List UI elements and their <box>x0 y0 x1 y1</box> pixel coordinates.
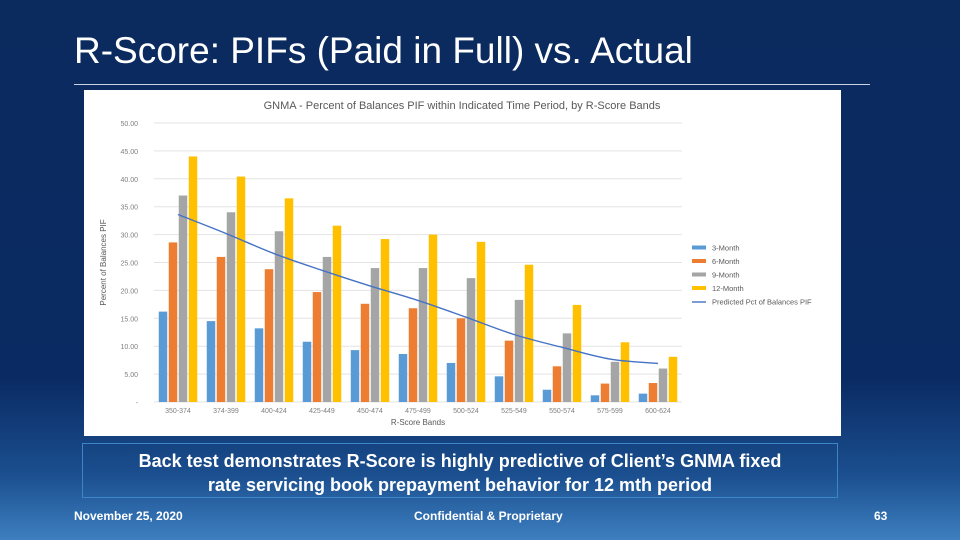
x-tick-label: 400-424 <box>261 408 287 415</box>
bar-12-month-350-374 <box>188 156 198 402</box>
bar-12-month-525-549 <box>524 264 534 402</box>
bar-6-month-525-549 <box>504 340 514 402</box>
bar-9-month-374-399 <box>226 212 236 402</box>
page-number: 63 <box>874 509 888 523</box>
x-tick-label: 600-624 <box>645 408 671 415</box>
x-tick-label: 374-399 <box>213 408 239 415</box>
bar-9-month-350-374 <box>178 195 188 402</box>
legend-swatch-3-month <box>692 245 706 250</box>
bar-6-month-450-474 <box>360 303 370 402</box>
bar-3-month-550-574 <box>542 389 552 402</box>
y-tick-label: 10.00 <box>120 344 138 351</box>
bar-9-month-450-474 <box>370 268 380 402</box>
y-tick-label: 50.00 <box>120 121 138 128</box>
bar-9-month-600-624 <box>658 368 668 402</box>
bar-3-month-374-399 <box>206 321 216 402</box>
bar-6-month-400-424 <box>264 269 274 402</box>
bar-12-month-425-449 <box>332 225 342 402</box>
caption-box: Back test demonstrates R-Score is highly… <box>82 443 838 498</box>
x-axis-label: R-Score Bands <box>391 418 445 427</box>
x-tick-label: 500-524 <box>453 408 479 415</box>
bar-3-month-425-449 <box>302 341 312 402</box>
predicted-pct-line <box>177 213 659 365</box>
y-tick-label: - <box>136 400 139 407</box>
slide-title: R-Score: PIFs (Paid in Full) vs. Actual <box>74 30 693 71</box>
x-tick-label: 575-599 <box>597 408 623 415</box>
bar-6-month-550-574 <box>552 366 562 402</box>
bar-6-month-350-374 <box>168 242 178 402</box>
bar-6-month-500-524 <box>456 318 466 402</box>
bar-9-month-550-574 <box>562 333 572 402</box>
legend-label-9-month: 9-Month <box>712 271 740 280</box>
bar-3-month-500-524 <box>446 362 456 402</box>
bar-3-month-350-374 <box>158 311 168 402</box>
bar-9-month-575-599 <box>610 361 620 402</box>
chart-bars <box>158 156 678 402</box>
bar-12-month-400-424 <box>284 198 294 402</box>
legend-swatch-9-month <box>692 272 706 277</box>
bar-3-month-450-474 <box>350 350 360 402</box>
x-tick-label: 475-499 <box>405 408 431 415</box>
legend-label-6-month: 6-Month <box>712 257 740 266</box>
legend-swatch-6-month <box>692 259 706 263</box>
bar-9-month-500-524 <box>466 278 476 402</box>
x-axis-ticks: 350-374 374-399 400-424 425-449 450-474 475-4… <box>165 408 671 415</box>
bar-9-month-475-499 <box>418 268 428 402</box>
bar-3-month-400-424 <box>254 328 264 402</box>
x-tick-label: 425-449 <box>309 408 335 415</box>
x-tick-label: 350-374 <box>165 408 191 415</box>
legend-swatch-12-month <box>692 286 706 290</box>
y-axis-ticks: - 5.00 10.00 15.00 20.00 25.00 30.00 35.00 40.00… <box>120 121 138 407</box>
y-tick-label: 25.00 <box>120 261 138 268</box>
bar-6-month-575-599 <box>600 383 610 402</box>
y-tick-label: 35.00 <box>120 205 138 212</box>
bar-9-month-525-549 <box>514 299 524 402</box>
bar-12-month-475-499 <box>428 234 438 402</box>
bar-3-month-475-499 <box>398 354 408 402</box>
legend-label-predicted: Predicted Pct of Balances PIF <box>712 298 812 307</box>
footer-date: November 25, 2020 <box>74 509 183 523</box>
x-tick-label: 525-549 <box>501 408 527 415</box>
bar-12-month-550-574 <box>572 304 582 402</box>
y-tick-label: 15.00 <box>120 316 138 323</box>
bar-9-month-400-424 <box>274 231 284 402</box>
pif-bar-chart: GNMA - Percent of Balances PIF within In… <box>99 100 812 427</box>
bar-3-month-525-549 <box>494 376 504 402</box>
chart-title: GNMA - Percent of Balances PIF within In… <box>264 100 661 112</box>
chart-panel: GNMA - Percent of Balances PIF within In… <box>84 90 841 436</box>
legend-label-12-month: 12-Month <box>712 284 744 293</box>
bar-6-month-425-449 <box>312 292 322 402</box>
y-tick-label: 40.00 <box>120 177 138 184</box>
bar-3-month-575-599 <box>590 395 600 402</box>
footer-confidential: Confidential & Proprietary <box>414 509 563 523</box>
bar-12-month-500-524 <box>476 241 486 402</box>
bar-3-month-600-624 <box>638 393 648 402</box>
x-tick-label: 450-474 <box>357 408 383 415</box>
y-tick-label: 20.00 <box>120 288 138 295</box>
bar-9-month-425-449 <box>322 256 332 402</box>
caption-line-1: Back test demonstrates R-Score is highly… <box>138 451 782 471</box>
caption-line-2: rate servicing book prepayment behavior … <box>207 475 713 495</box>
y-tick-label: 30.00 <box>120 233 138 240</box>
bar-12-month-374-399 <box>236 176 246 402</box>
title-divider <box>74 84 870 85</box>
bar-6-month-475-499 <box>408 308 418 402</box>
bar-12-month-450-474 <box>380 239 390 402</box>
predicted-line-group <box>177 213 659 365</box>
bar-6-month-600-624 <box>648 383 658 402</box>
y-tick-label: 45.00 <box>120 149 138 156</box>
x-tick-label: 550-574 <box>549 408 575 415</box>
legend-label-3-month: 3-Month <box>712 244 740 253</box>
chart-legend: 3-Month 6-Month 9-Month 12-Month Predicted P… <box>692 244 812 307</box>
y-tick-label: 5.00 <box>124 372 138 379</box>
bar-12-month-575-599 <box>620 342 630 402</box>
bar-12-month-600-624 <box>668 356 678 402</box>
bar-6-month-374-399 <box>216 256 226 402</box>
y-axis-label: Percent of Balances PIF <box>99 219 108 305</box>
